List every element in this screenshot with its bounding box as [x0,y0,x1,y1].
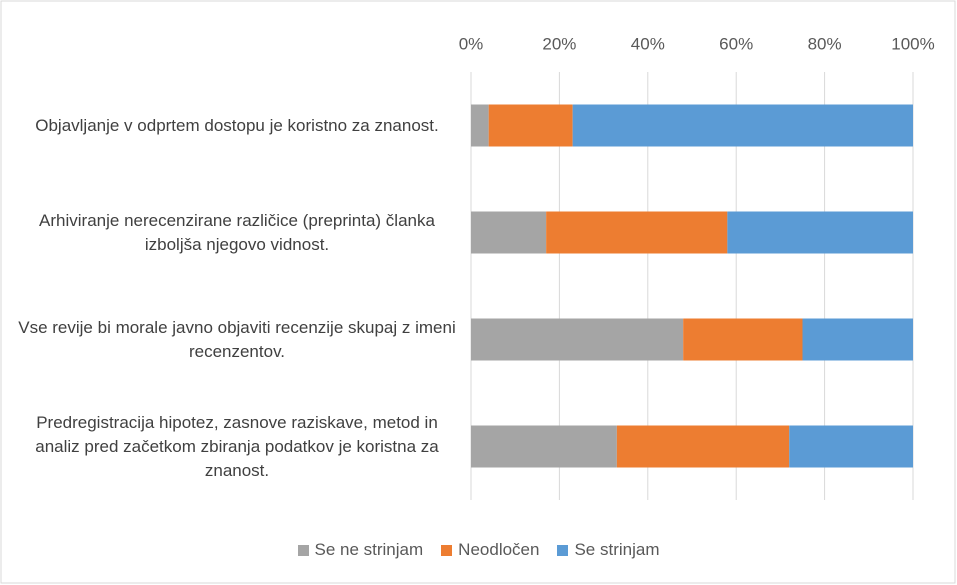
legend-label: Se strinjam [574,540,660,559]
bar-segment [616,425,790,468]
bar-segment [471,104,489,147]
x-tick-label: 0% [459,34,484,53]
legend-swatch [557,544,569,556]
x-tick-label: 80% [808,34,842,53]
bar-segment [471,425,617,468]
category-label: Arhiviranje nerecenzirane različice (pre… [39,210,435,254]
legend-swatch [441,544,453,556]
legend-item: Se ne strinjam [297,540,424,560]
x-tick-label: 60% [719,34,753,53]
x-tick-label: 40% [631,34,665,53]
legend-label: Neodločen [458,540,540,559]
legend-swatch [297,544,309,556]
bar-segment [683,318,803,361]
x-tick-label: 20% [542,34,576,53]
bar-segment [471,211,547,254]
bar-segment [789,425,913,468]
category-label: Objavljanje v odprtem dostopu je koristn… [35,115,439,135]
bar-segment [727,211,913,254]
legend-item: Se strinjam [557,540,659,560]
legend: Se ne strinjam Neodločen Se strinjam [0,540,957,560]
bar-segment [546,211,728,254]
legend-label: Se ne strinjam [314,540,424,559]
bar-segment [488,104,573,147]
x-tick-label: 100% [891,34,934,53]
legend-item: Neodločen [441,540,539,560]
category-label: Predregistracija hipotez, zasnove razisk… [35,412,439,480]
category-label: Vse revije bi morale javno objaviti rece… [18,317,456,361]
bar-segment [802,318,913,361]
bar-segment [572,104,913,147]
bar-segment [471,318,684,361]
